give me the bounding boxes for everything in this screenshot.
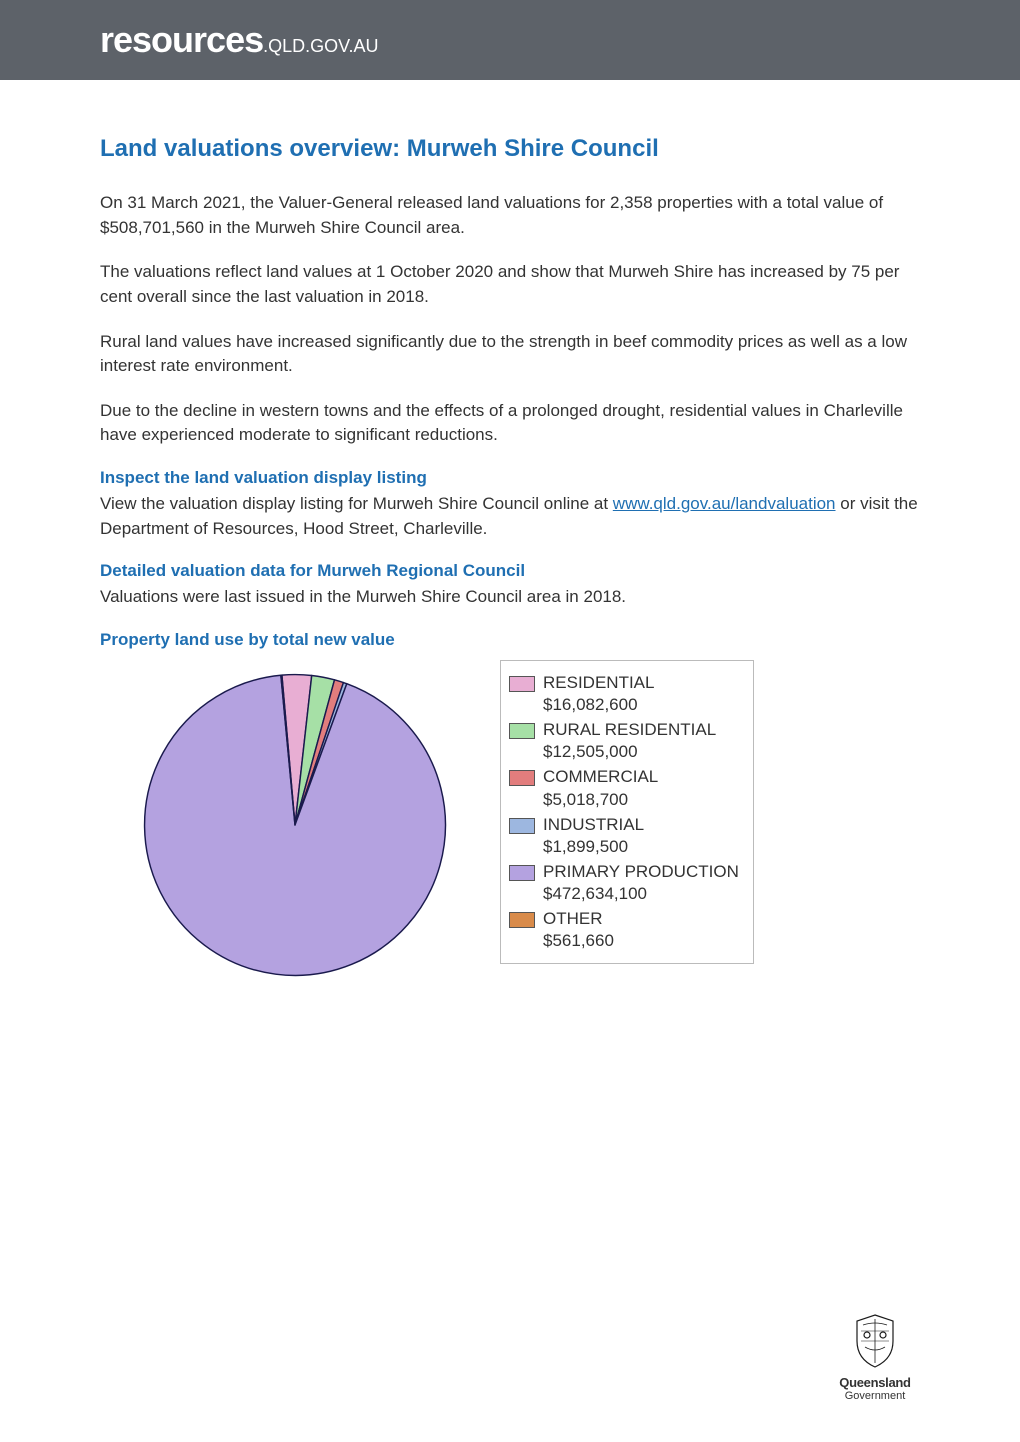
legend-item: OTHER$561,660	[509, 908, 739, 952]
legend-value: $16,082,600	[543, 694, 654, 716]
detailed-paragraph: Valuations were last issued in the Murwe…	[100, 585, 920, 610]
legend-text: INDUSTRIAL$1,899,500	[543, 814, 644, 858]
footer-line2: Government	[820, 1390, 930, 1402]
legend-value: $1,899,500	[543, 836, 644, 858]
legend-swatch	[509, 770, 535, 786]
legend-text: COMMERCIAL$5,018,700	[543, 766, 658, 810]
legend-item: RURAL RESIDENTIAL$12,505,000	[509, 719, 739, 763]
content: Land valuations overview: Murweh Shire C…	[0, 80, 1020, 990]
detailed-heading: Detailed valuation data for Murweh Regio…	[100, 561, 920, 581]
legend-label: RESIDENTIAL	[543, 672, 654, 694]
legend-value: $12,505,000	[543, 741, 716, 763]
legend-item: RESIDENTIAL$16,082,600	[509, 672, 739, 716]
pie-chart	[130, 660, 460, 990]
legend: RESIDENTIAL$16,082,600RURAL RESIDENTIAL$…	[500, 660, 754, 964]
chart-heading: Property land use by total new value	[100, 630, 920, 650]
legend-text: OTHER$561,660	[543, 908, 614, 952]
qld-crest-icon	[845, 1311, 905, 1371]
crest-svg	[845, 1311, 905, 1371]
page-title: Land valuations overview: Murweh Shire C…	[100, 135, 920, 163]
legend-text: RURAL RESIDENTIAL$12,505,000	[543, 719, 716, 763]
footer-line1: Queensland	[820, 1375, 930, 1390]
legend-value: $561,660	[543, 930, 614, 952]
footer-logo: Queensland Government	[820, 1311, 930, 1402]
legend-value: $5,018,700	[543, 789, 658, 811]
intro-paragraph-2: The valuations reflect land values at 1 …	[100, 260, 920, 309]
legend-swatch	[509, 865, 535, 881]
legend-swatch	[509, 818, 535, 834]
chart-row: RESIDENTIAL$16,082,600RURAL RESIDENTIAL$…	[100, 660, 920, 990]
landvaluation-link[interactable]: www.qld.gov.au/landvaluation	[613, 494, 836, 513]
legend-label: PRIMARY PRODUCTION	[543, 861, 739, 883]
intro-paragraph-4: Due to the decline in western towns and …	[100, 399, 920, 448]
brand-thin: .QLD.GOV.AU	[263, 36, 378, 56]
legend-label: RURAL RESIDENTIAL	[543, 719, 716, 741]
legend-label: INDUSTRIAL	[543, 814, 644, 836]
brand: resources.QLD.GOV.AU	[100, 19, 378, 61]
legend-swatch	[509, 912, 535, 928]
legend-label: OTHER	[543, 908, 614, 930]
pie-svg	[130, 660, 460, 990]
legend-swatch	[509, 723, 535, 739]
brand-bold: resources	[100, 19, 263, 60]
legend-value: $472,634,100	[543, 883, 739, 905]
legend-item: INDUSTRIAL$1,899,500	[509, 814, 739, 858]
header-bar: resources.QLD.GOV.AU	[0, 0, 1020, 80]
legend-text: RESIDENTIAL$16,082,600	[543, 672, 654, 716]
intro-paragraph-1: On 31 March 2021, the Valuer-General rel…	[100, 191, 920, 240]
legend-item: PRIMARY PRODUCTION$472,634,100	[509, 861, 739, 905]
inspect-heading: Inspect the land valuation display listi…	[100, 468, 920, 488]
legend-text: PRIMARY PRODUCTION$472,634,100	[543, 861, 739, 905]
legend-swatch	[509, 676, 535, 692]
legend-label: COMMERCIAL	[543, 766, 658, 788]
inspect-paragraph: View the valuation display listing for M…	[100, 492, 920, 541]
inspect-text-before: View the valuation display listing for M…	[100, 494, 613, 513]
intro-paragraph-3: Rural land values have increased signifi…	[100, 330, 920, 379]
legend-item: COMMERCIAL$5,018,700	[509, 766, 739, 810]
